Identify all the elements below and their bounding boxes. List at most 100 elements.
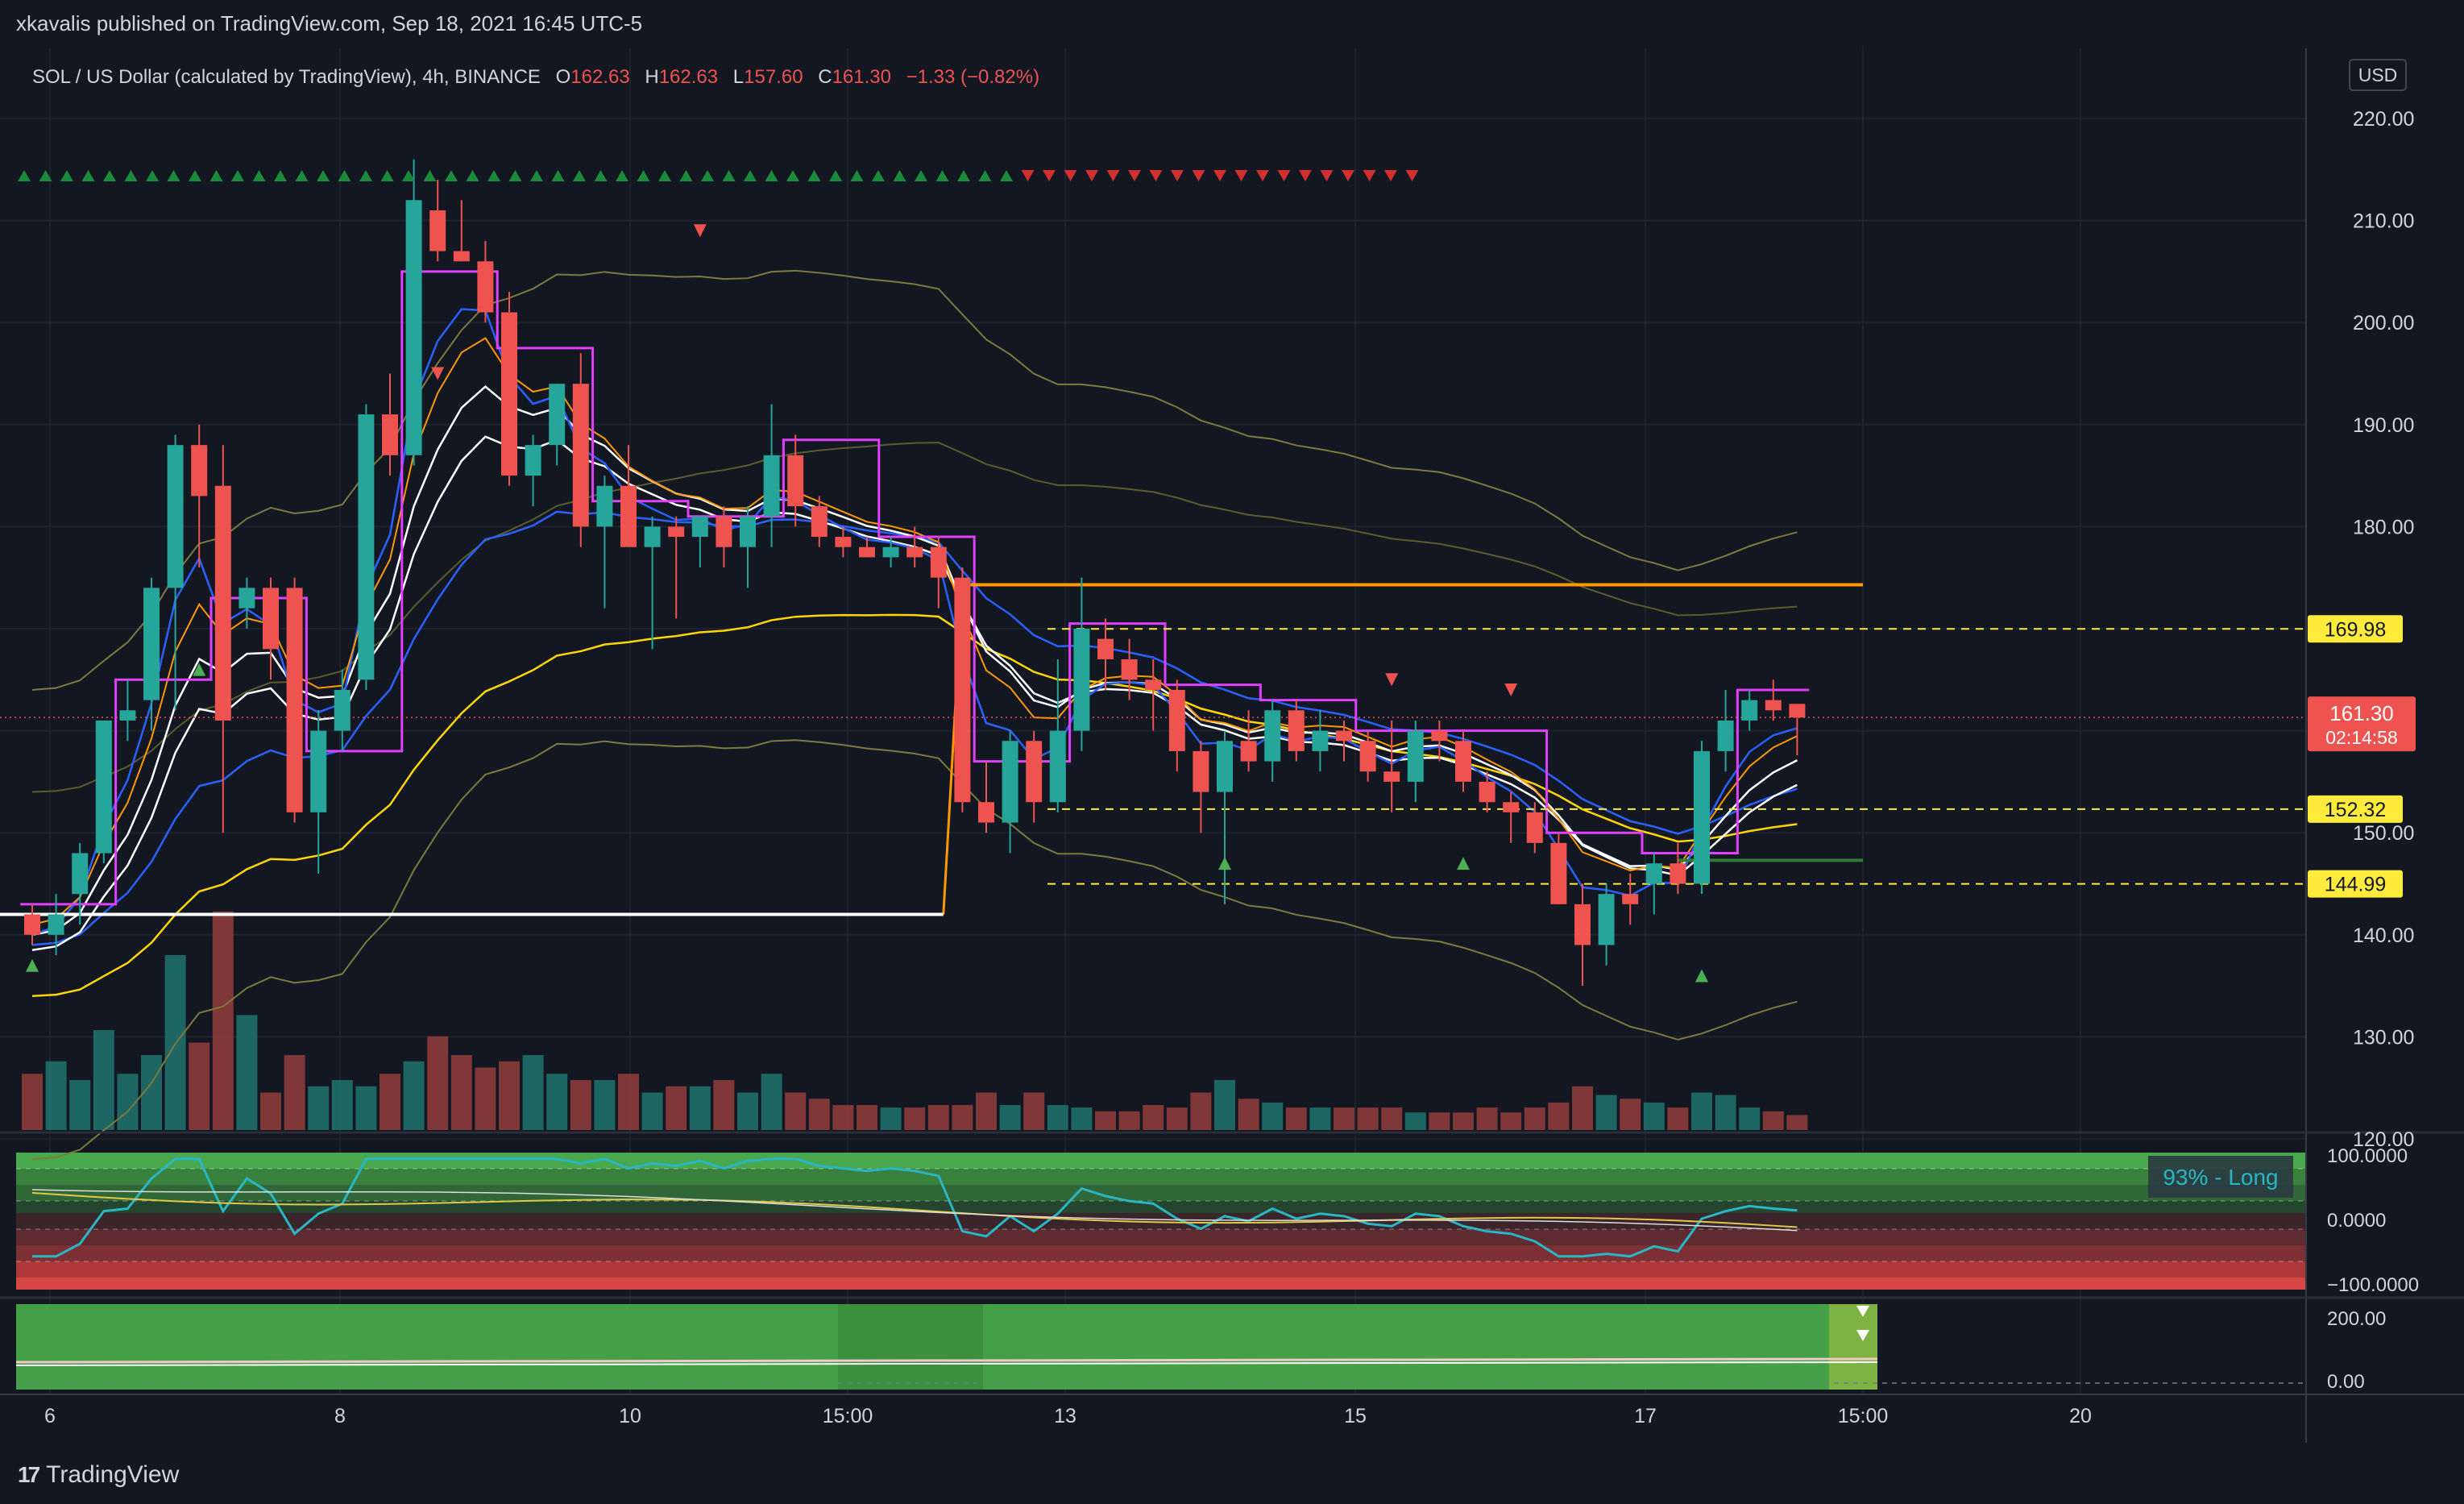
candle-body[interactable] bbox=[1622, 894, 1639, 904]
candle-body[interactable] bbox=[572, 384, 589, 527]
volume-bar bbox=[1691, 1092, 1712, 1130]
candle-body[interactable] bbox=[787, 455, 804, 507]
candle-body[interactable] bbox=[1193, 750, 1209, 792]
candle-body[interactable] bbox=[72, 853, 89, 895]
candle-body[interactable] bbox=[214, 485, 231, 721]
candle-body[interactable] bbox=[954, 577, 971, 803]
candle-body[interactable] bbox=[477, 261, 494, 313]
candle-body[interactable] bbox=[1645, 863, 1662, 884]
oscillator-tick-label: 0.0000 bbox=[2327, 1210, 2386, 1232]
candle-body[interactable] bbox=[286, 588, 303, 812]
price-axis[interactable]: 220.00 210.00 200.00 190.00 180.00 150.00 140.… bbox=[2308, 108, 2419, 1393]
volume-bar bbox=[713, 1080, 735, 1130]
candle-body[interactable] bbox=[429, 210, 446, 251]
signal-markers bbox=[18, 170, 1708, 983]
price-level-tag[interactable] bbox=[2308, 870, 2403, 898]
candle-body[interactable] bbox=[1741, 700, 1758, 721]
candle-body[interactable] bbox=[644, 526, 661, 547]
volume-bar bbox=[427, 1036, 449, 1130]
candle-body[interactable] bbox=[1503, 802, 1520, 812]
candle-body[interactable] bbox=[501, 312, 517, 476]
candle-body[interactable] bbox=[1049, 730, 1066, 803]
legend-symbol: SOL / US Dollar (calculated by TradingVi… bbox=[32, 66, 541, 88]
candle-body[interactable] bbox=[716, 516, 732, 547]
candle-body[interactable] bbox=[1312, 730, 1329, 751]
candle-body[interactable] bbox=[405, 200, 422, 455]
candle-body[interactable] bbox=[1694, 750, 1710, 884]
bottom-pane[interactable] bbox=[15, 1304, 2306, 1390]
candle-body[interactable] bbox=[1455, 741, 1471, 782]
candle-body[interactable] bbox=[1359, 741, 1376, 772]
candle-body[interactable] bbox=[358, 414, 375, 680]
time-axis[interactable]: 6 8 10 15:00 13 15 17 15:00 20 bbox=[44, 1405, 2092, 1427]
candle-body[interactable] bbox=[1550, 842, 1567, 904]
main-pane[interactable] bbox=[0, 48, 2306, 1130]
candle-body[interactable] bbox=[453, 251, 470, 262]
candle-body[interactable] bbox=[1264, 710, 1281, 762]
candle-body[interactable] bbox=[1240, 741, 1257, 762]
oscillator-zone bbox=[16, 1245, 2306, 1261]
candle-body[interactable] bbox=[263, 588, 279, 650]
candle-body[interactable] bbox=[1598, 894, 1615, 945]
candle-body[interactable] bbox=[906, 546, 923, 558]
candle-body[interactable] bbox=[811, 506, 828, 538]
candle-body[interactable] bbox=[48, 914, 64, 935]
time-tick-label: 13 bbox=[1054, 1405, 1076, 1427]
volume-bar bbox=[1620, 1099, 1641, 1130]
candle-body[interactable] bbox=[1002, 741, 1018, 823]
bullish-triangle bbox=[765, 170, 778, 181]
candle-body[interactable] bbox=[1479, 781, 1495, 803]
candle-body[interactable] bbox=[740, 516, 756, 547]
candle-body[interactable] bbox=[596, 485, 613, 527]
candle-body[interactable] bbox=[1217, 741, 1233, 792]
candle-body[interactable] bbox=[930, 546, 947, 578]
candle-body[interactable] bbox=[1145, 679, 1162, 690]
candle-body[interactable] bbox=[691, 516, 708, 538]
candle-body[interactable] bbox=[143, 588, 160, 700]
candle-body[interactable] bbox=[668, 526, 685, 538]
candle-body[interactable] bbox=[167, 445, 184, 588]
candle-body[interactable] bbox=[1336, 730, 1352, 742]
candle-body[interactable] bbox=[1431, 730, 1448, 742]
current-price-tag[interactable] bbox=[2308, 696, 2416, 752]
tradingview-brand: TradingView bbox=[46, 1461, 180, 1488]
candle-body[interactable] bbox=[1574, 904, 1591, 945]
candle-body[interactable] bbox=[1097, 638, 1114, 659]
candle-body[interactable] bbox=[620, 485, 637, 547]
price-level-tag[interactable] bbox=[2308, 615, 2403, 643]
candle-body[interactable] bbox=[763, 455, 780, 517]
candle-body[interactable] bbox=[859, 546, 875, 558]
bullish-triangle bbox=[573, 170, 586, 181]
tradingview-logo[interactable]: 17 TradingView bbox=[18, 1459, 179, 1491]
candle-body[interactable] bbox=[525, 445, 541, 476]
candle-body[interactable] bbox=[1407, 730, 1424, 782]
candle-body[interactable] bbox=[882, 546, 899, 558]
candle-body[interactable] bbox=[1526, 812, 1543, 843]
candle-body[interactable] bbox=[1073, 629, 1090, 731]
candle-body[interactable] bbox=[24, 914, 40, 935]
candle-body[interactable] bbox=[310, 730, 327, 812]
candle-body[interactable] bbox=[1670, 863, 1686, 884]
currency-button[interactable] bbox=[2349, 59, 2407, 91]
candle-body[interactable] bbox=[191, 445, 208, 496]
candle-body[interactable] bbox=[1765, 700, 1782, 711]
candle-body[interactable] bbox=[95, 720, 112, 854]
candle-body[interactable] bbox=[1168, 689, 1185, 751]
candle-body[interactable] bbox=[549, 384, 566, 446]
candle-body[interactable] bbox=[1383, 771, 1400, 782]
candle-body[interactable] bbox=[119, 710, 136, 721]
candle-body[interactable] bbox=[1121, 659, 1138, 680]
candle-body[interactable] bbox=[382, 414, 398, 455]
oscillator-pane[interactable] bbox=[16, 1153, 2306, 1290]
candle-body[interactable] bbox=[1288, 710, 1305, 751]
bottom-line-2 bbox=[15, 1361, 1878, 1366]
candle-body[interactable] bbox=[1026, 741, 1043, 803]
candle-body[interactable] bbox=[334, 689, 351, 731]
candle-body[interactable] bbox=[835, 537, 852, 547]
candle-body[interactable] bbox=[1789, 704, 1806, 718]
candle-body[interactable] bbox=[978, 802, 994, 823]
candle-body[interactable] bbox=[239, 588, 255, 609]
price-level-tag[interactable] bbox=[2308, 795, 2403, 823]
candle-body[interactable] bbox=[1717, 720, 1734, 751]
